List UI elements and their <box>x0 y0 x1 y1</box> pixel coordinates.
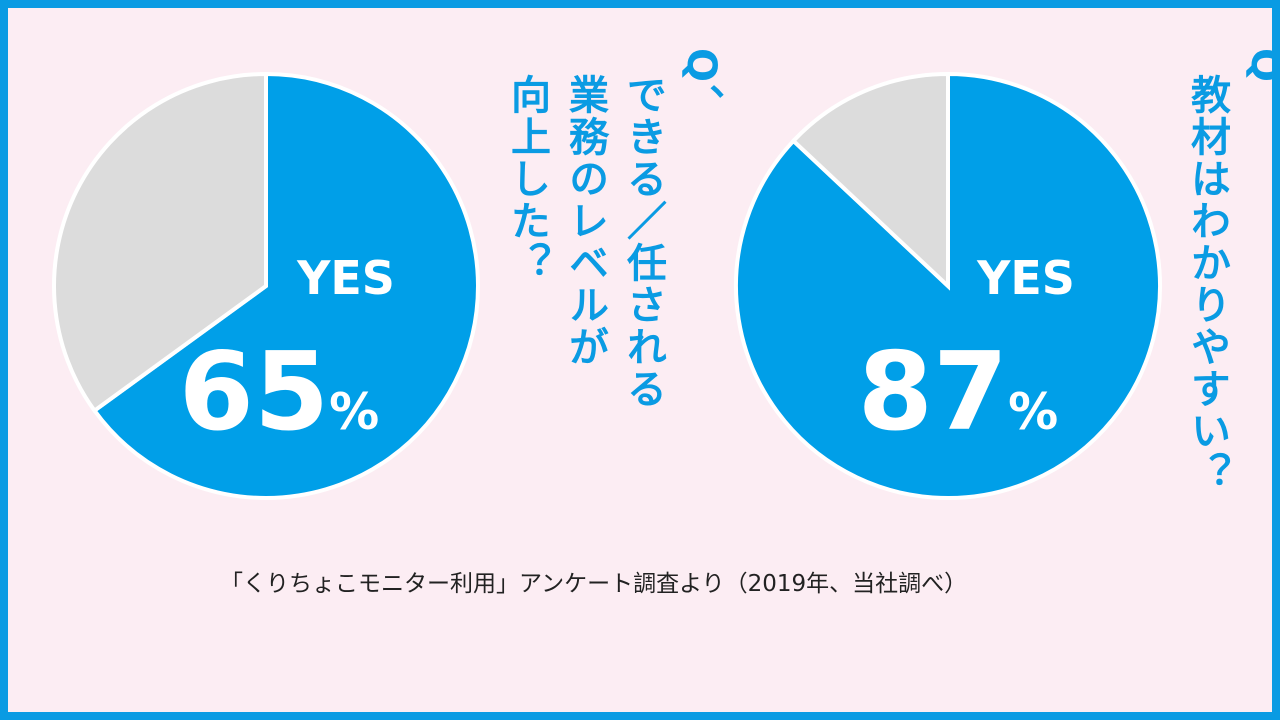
pie-2-value: 87% <box>858 330 1058 455</box>
survey-source-caption: 「くりちょこモニター利用」アンケート調査より（2019年、当社調べ） <box>220 571 968 597</box>
pie-2-value-unit: % <box>1008 383 1058 441</box>
question-1-line-2: 業務のレベルが <box>562 74 608 368</box>
pie-2-slice-other <box>790 71 950 291</box>
pie-1-value-unit: % <box>329 383 379 441</box>
question-1-prefix: Q、 <box>678 48 724 127</box>
infographic-panel: YES 65% Q、 できる／任される 業務のレベルが 向上した？ YES 87… <box>8 8 1272 712</box>
pie-1-slices <box>52 71 480 500</box>
pie-1-value: 65% <box>179 330 379 455</box>
question-2-line-1: 教材はわかりやすい？ <box>1184 74 1230 494</box>
pie-2-value-number: 87 <box>858 330 1008 455</box>
pie-2-slices <box>734 71 1162 500</box>
question-2-prefix: Q、 <box>1242 48 1272 127</box>
pie-1-slice-yes <box>91 71 480 500</box>
pie-1-yes-label: YES <box>296 251 395 305</box>
question-1-line-1: できる／任される <box>620 74 666 410</box>
pie-1-slice-other <box>52 71 268 414</box>
question-1: Q、 できる／任される 業務のレベルが 向上した？ <box>498 48 730 410</box>
pie-1-value-number: 65 <box>179 330 329 455</box>
pie-chart-2: YES 87% <box>734 71 1162 500</box>
pie-chart-1: YES 65% <box>52 71 480 500</box>
question-2: Q、 教材はわかりやすい？ <box>1178 48 1272 494</box>
pie-2-yes-label: YES <box>976 251 1075 305</box>
question-1-line-3: 向上した？ <box>504 74 550 284</box>
